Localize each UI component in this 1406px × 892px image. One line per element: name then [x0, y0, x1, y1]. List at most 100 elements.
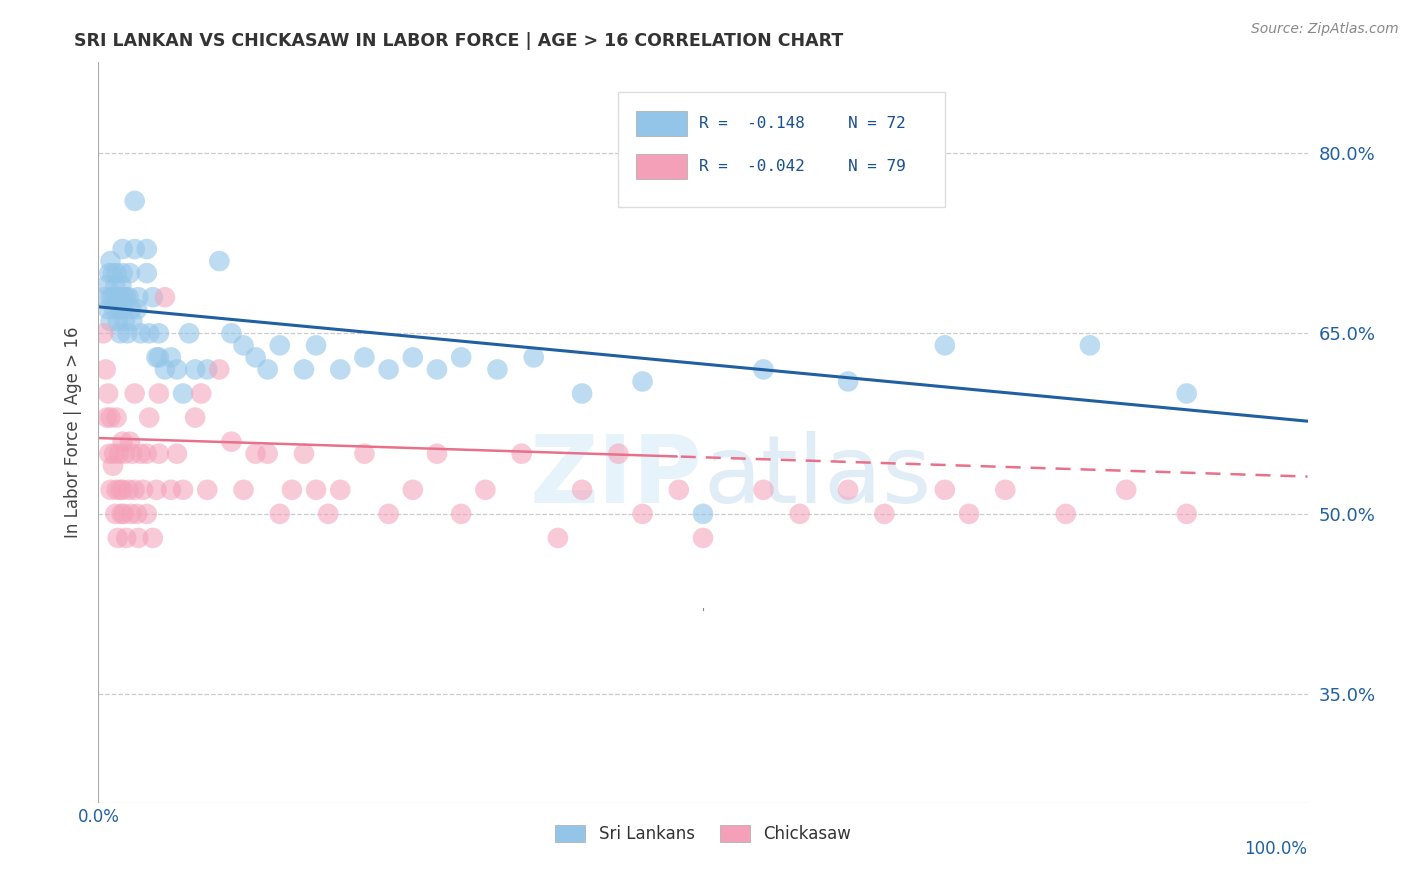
Point [115, 531, 138, 545]
Point [547, 531, 569, 545]
Point [353, 351, 375, 365]
Point [101, 290, 124, 304]
Point [179, 326, 201, 341]
Point [135, 266, 157, 280]
Text: SRI LANKAN VS CHICKASAW IN LABOR FORCE | AGE > 16 CORRELATION CHART: SRI LANKAN VS CHICKASAW IN LABOR FORCE |… [75, 32, 844, 50]
Point [120, 302, 142, 317]
Point [353, 447, 375, 461]
Point [316, 507, 339, 521]
Point [292, 362, 315, 376]
Point [145, 483, 167, 497]
Point [124, 386, 146, 401]
Point [121, 447, 143, 461]
Point [957, 507, 980, 521]
Point [104, 507, 127, 521]
Point [245, 351, 267, 365]
Point [111, 434, 134, 449]
Point [132, 483, 155, 497]
Point [138, 326, 160, 341]
FancyBboxPatch shape [619, 92, 945, 207]
Point [100, 410, 122, 425]
Point [105, 290, 128, 304]
Point [329, 362, 352, 376]
Point [256, 447, 278, 461]
Point [221, 434, 243, 449]
Point [101, 458, 124, 473]
Point [135, 242, 157, 256]
Point [184, 410, 207, 425]
Point [571, 483, 593, 497]
Point [837, 375, 859, 389]
Point [934, 483, 956, 497]
Point [110, 507, 132, 521]
Point [523, 351, 546, 365]
Point [118, 434, 141, 449]
Point [142, 531, 165, 545]
Point [135, 507, 157, 521]
Point [93, 290, 115, 304]
Point [148, 386, 170, 401]
Point [103, 302, 125, 317]
Point [208, 362, 231, 376]
Point [108, 483, 131, 497]
Point [104, 278, 127, 293]
Point [789, 507, 811, 521]
Point [631, 507, 654, 521]
Point [108, 290, 131, 304]
Point [153, 290, 176, 304]
Point [305, 338, 328, 352]
Point [752, 362, 775, 376]
Point [111, 266, 134, 280]
Legend: Sri Lankans, Chickasaw: Sri Lankans, Chickasaw [548, 819, 858, 850]
Point [97, 302, 120, 317]
Point [108, 326, 131, 341]
Text: ZIP: ZIP [530, 431, 703, 523]
Point [111, 242, 134, 256]
Point [111, 483, 134, 497]
Point [135, 447, 157, 461]
Text: 100.0%: 100.0% [1244, 840, 1308, 858]
Point [108, 302, 131, 317]
Point [98, 447, 121, 461]
Point [91, 326, 114, 341]
Point [269, 338, 291, 352]
Point [994, 483, 1017, 497]
Y-axis label: In Labor Force | Age > 16: In Labor Force | Age > 16 [65, 326, 83, 539]
Point [114, 314, 136, 328]
Point [112, 507, 135, 521]
Point [269, 507, 291, 521]
Point [101, 266, 124, 280]
Point [120, 507, 142, 521]
Point [118, 266, 141, 280]
Point [873, 507, 896, 521]
Point [145, 351, 167, 365]
Point [172, 386, 194, 401]
Text: R =  -0.042: R = -0.042 [699, 159, 806, 174]
Point [110, 278, 132, 293]
Point [114, 447, 136, 461]
Point [377, 507, 399, 521]
Point [97, 386, 120, 401]
Point [474, 483, 496, 497]
Point [160, 483, 183, 497]
Point [118, 483, 141, 497]
Point [129, 447, 152, 461]
Point [195, 483, 218, 497]
Point [100, 254, 122, 268]
Point [195, 362, 218, 376]
Point [190, 386, 212, 401]
Point [138, 410, 160, 425]
Point [692, 507, 714, 521]
Point [153, 362, 176, 376]
Point [105, 410, 128, 425]
Point [486, 362, 509, 376]
Point [668, 483, 690, 497]
Point [160, 351, 183, 365]
Point [1115, 483, 1137, 497]
Point [1175, 507, 1198, 521]
Text: N = 72: N = 72 [848, 116, 905, 131]
Point [377, 362, 399, 376]
Point [148, 447, 170, 461]
Point [127, 507, 149, 521]
Point [166, 447, 188, 461]
